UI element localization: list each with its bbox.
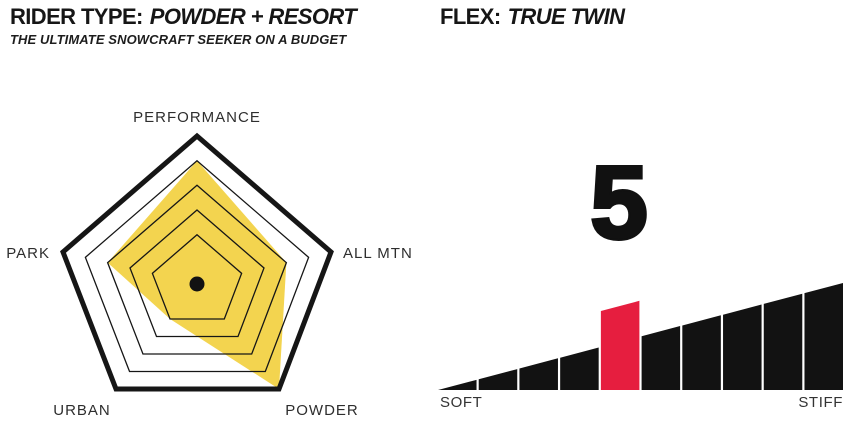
flex-segment xyxy=(804,283,843,390)
flex-segment xyxy=(519,358,558,390)
radar-axis-label-urban: URBAN xyxy=(53,402,111,419)
flex-segment xyxy=(478,369,518,390)
flex-stiff-label: STIFF xyxy=(798,394,843,411)
flex-segment xyxy=(682,315,721,390)
flex-rating-number: 5 xyxy=(590,145,647,260)
radar-chart xyxy=(60,132,334,392)
flex-segment xyxy=(641,326,681,390)
radar-ring xyxy=(106,184,288,355)
radar-ring xyxy=(84,159,310,373)
rider-type-title: RIDER TYPE: POWDER + RESORT xyxy=(10,4,357,30)
radar-data-polygon xyxy=(107,160,287,389)
flex-value: TRUE TWIN xyxy=(507,4,625,29)
radar-center-dot xyxy=(189,276,205,292)
flex-segment xyxy=(438,379,477,390)
flex-title: FLEX: TRUE TWIN xyxy=(440,4,625,30)
radar-axis-label-powder: POWDER xyxy=(285,402,359,419)
flex-segment-highlighted xyxy=(600,300,640,390)
flex-segment xyxy=(763,293,803,390)
radar-axis-label-all-mtn: ALL MTN xyxy=(343,245,413,262)
flex-segment xyxy=(723,304,762,390)
radar-outer-ring xyxy=(60,132,334,392)
flex-chart xyxy=(438,283,843,390)
flex-label: FLEX: xyxy=(440,4,501,29)
radar-axis-label-performance: PERFORMANCE xyxy=(133,109,261,126)
flex-segment xyxy=(560,347,599,390)
flex-soft-label: SOFT xyxy=(440,394,482,411)
radar-ring xyxy=(151,233,243,320)
radar-ring xyxy=(129,209,265,338)
rider-type-label: RIDER TYPE: xyxy=(10,4,143,29)
rider-type-subtitle: THE ULTIMATE SNOWCRAFT SEEKER ON A BUDGE… xyxy=(10,32,347,47)
radar-axis-label-park: PARK xyxy=(6,245,50,262)
rider-type-value: POWDER + RESORT xyxy=(149,4,357,29)
